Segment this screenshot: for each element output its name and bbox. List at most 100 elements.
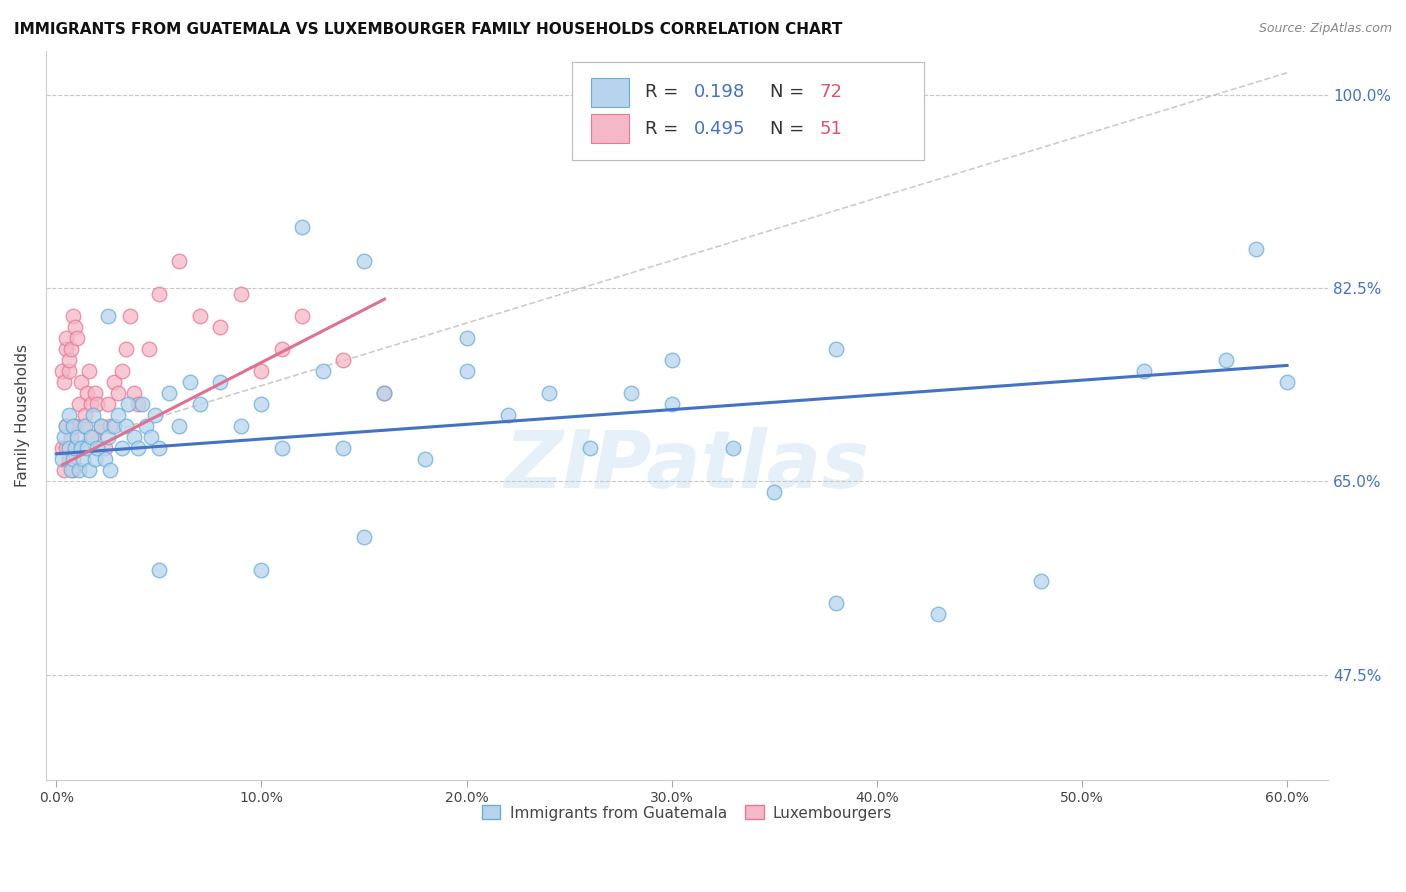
Point [82, 408, 104, 422]
Point [58, 352, 80, 367]
Legend: Immigrants from Guatemala, Luxembourgers: Immigrants from Guatemala, Luxembourgers [477, 799, 898, 827]
Point [111, 364, 134, 378]
Point [55, 419, 77, 434]
Point [111, 442, 134, 456]
Point [250, 563, 273, 577]
Point [94, 452, 117, 467]
Point [76, 442, 98, 456]
Point [80, 397, 103, 411]
Point [169, 253, 191, 268]
Point [90, 419, 112, 434]
Point [80, 430, 103, 444]
Point [82, 430, 104, 444]
Point [291, 220, 314, 235]
Point [73, 408, 96, 422]
Point [73, 419, 96, 434]
Point [1246, 243, 1268, 257]
Point [1132, 364, 1154, 378]
Point [66, 331, 89, 345]
Point [59, 463, 82, 477]
Point [72, 452, 94, 467]
Point [578, 442, 600, 456]
Point [179, 375, 201, 389]
Point [332, 352, 354, 367]
Point [122, 430, 145, 444]
Point [59, 430, 82, 444]
Point [58, 364, 80, 378]
Point [250, 364, 273, 378]
Point [1029, 574, 1052, 588]
Point [721, 442, 744, 456]
Point [456, 364, 478, 378]
Point [148, 286, 170, 301]
Text: R =: R = [645, 120, 683, 137]
Point [103, 419, 125, 434]
Point [927, 607, 949, 621]
Point [373, 386, 395, 401]
Point [58, 452, 80, 467]
Point [115, 342, 138, 356]
Point [94, 442, 117, 456]
Text: ZIPatlas: ZIPatlas [505, 427, 869, 505]
Point [77, 463, 100, 477]
Point [353, 530, 375, 544]
Point [229, 419, 252, 434]
Point [55, 342, 77, 356]
Point [70, 375, 93, 389]
Point [59, 342, 82, 356]
Point [824, 596, 846, 610]
Text: 0.198: 0.198 [693, 83, 745, 101]
Point [72, 419, 94, 434]
Point [763, 485, 786, 500]
Text: N =: N = [770, 120, 810, 137]
Point [98, 419, 121, 434]
Point [62, 452, 84, 467]
Text: Source: ZipAtlas.com: Source: ZipAtlas.com [1258, 22, 1392, 36]
FancyBboxPatch shape [591, 114, 630, 144]
Point [58, 442, 80, 456]
Point [55, 419, 77, 434]
Point [537, 386, 560, 401]
FancyBboxPatch shape [591, 78, 630, 107]
Point [1275, 375, 1298, 389]
Point [496, 408, 519, 422]
Point [148, 442, 170, 456]
Point [415, 452, 437, 467]
Text: IMMIGRANTS FROM GUATEMALA VS LUXEMBOURGER FAMILY HOUSEHOLDS CORRELATION CHART: IMMIGRANTS FROM GUATEMALA VS LUXEMBOURGE… [14, 22, 842, 37]
Point [229, 286, 252, 301]
FancyBboxPatch shape [572, 62, 924, 160]
Point [332, 442, 354, 456]
Point [77, 364, 100, 378]
Point [270, 442, 292, 456]
Point [55, 331, 77, 345]
Point [51, 452, 73, 467]
Text: 0.495: 0.495 [693, 120, 745, 137]
Point [209, 375, 232, 389]
Text: 72: 72 [820, 83, 842, 101]
Point [1215, 352, 1237, 367]
Point [250, 397, 273, 411]
Point [120, 309, 142, 323]
Point [824, 342, 846, 356]
Point [55, 442, 77, 456]
Point [67, 463, 90, 477]
Point [96, 309, 118, 323]
Point [122, 386, 145, 401]
Point [107, 408, 129, 422]
Point [353, 253, 375, 268]
Point [169, 419, 191, 434]
Text: 51: 51 [820, 120, 842, 137]
Point [188, 309, 211, 323]
Point [86, 397, 108, 411]
Point [84, 452, 107, 467]
Point [63, 319, 86, 334]
Y-axis label: Family Households: Family Households [15, 343, 30, 487]
Point [115, 419, 138, 434]
Point [62, 309, 84, 323]
Point [312, 364, 335, 378]
Point [51, 442, 73, 456]
Point [53, 430, 76, 444]
Point [131, 397, 153, 411]
Point [291, 309, 314, 323]
Point [86, 442, 108, 456]
